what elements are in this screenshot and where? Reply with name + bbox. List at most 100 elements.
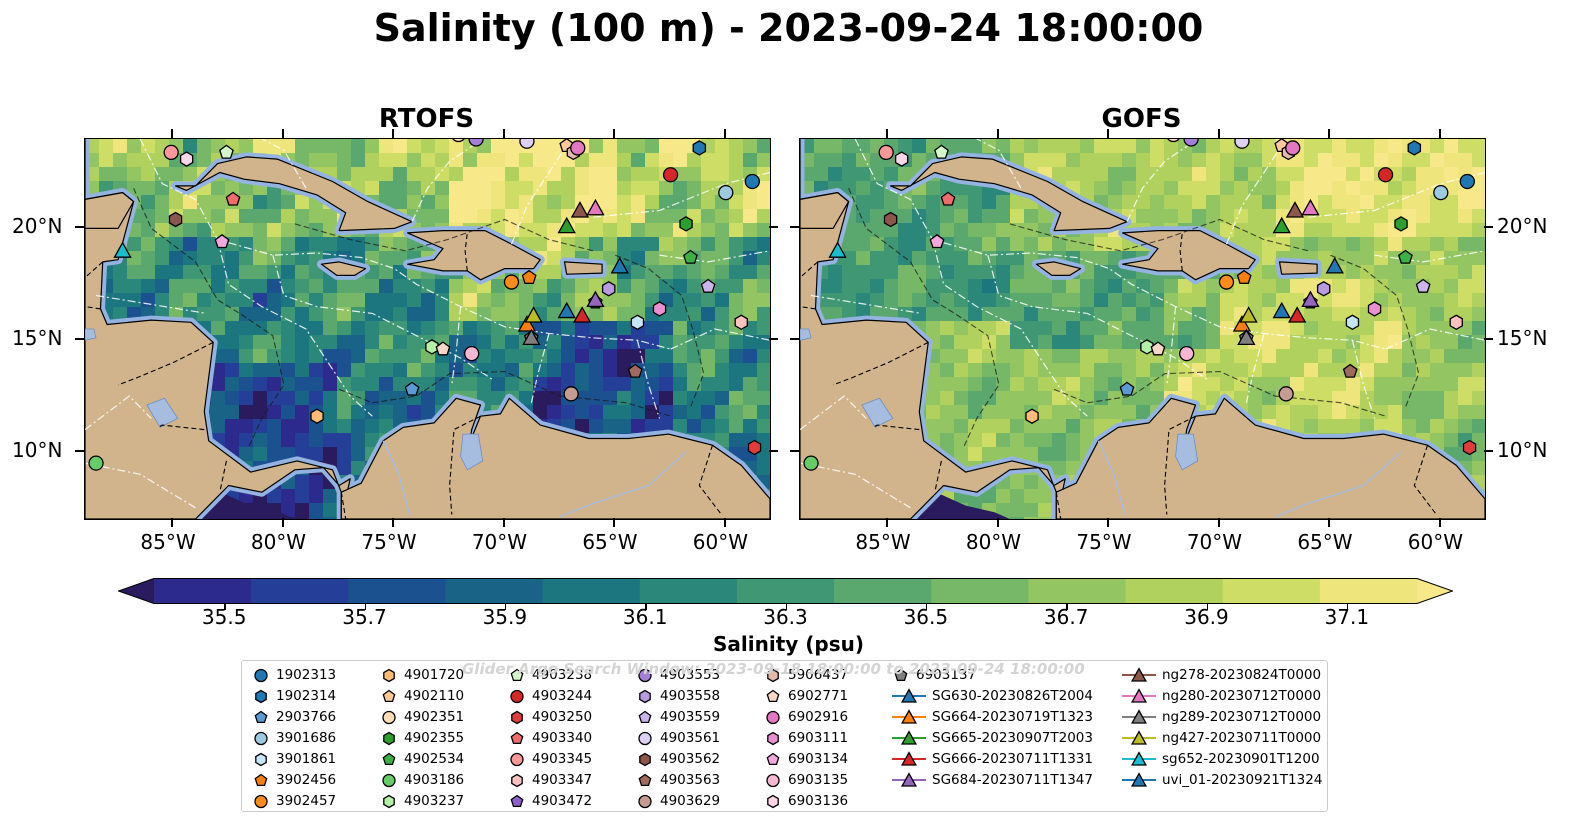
triangle-marker-icon: [892, 730, 926, 745]
marker-4903553: [1183, 139, 1199, 147]
legend-label: SG630-20230826T2004: [932, 688, 1093, 704]
lon-tick: [392, 518, 395, 527]
colorbar: [116, 578, 1455, 604]
legend-item: 1902314: [252, 686, 336, 706]
marker-6902771: [435, 341, 451, 356]
pentagon-marker-icon: [638, 710, 652, 724]
marker-4901720: [1025, 408, 1039, 424]
salinity-map-rtofs: [85, 139, 770, 519]
hexagon-marker-icon: [383, 794, 395, 809]
legend-label: 2903766: [276, 709, 337, 725]
lon-tick: [1328, 129, 1331, 138]
legend-label: 4903250: [532, 709, 593, 725]
legend-label: 4903562: [660, 751, 721, 767]
pentagon-marker-icon: [382, 689, 396, 703]
observation-markers: [803, 139, 1477, 471]
marker-4902355: [679, 216, 693, 232]
marker-3902457: [503, 274, 520, 290]
marker-uvi_01-20230921T1324: [1325, 257, 1344, 274]
hexagon-marker-icon: [383, 731, 395, 746]
legend-label: 4903472: [532, 793, 593, 809]
colorbar-bin: [251, 578, 349, 604]
marker-6903135: [1179, 345, 1195, 362]
colorbar-bin: [1028, 578, 1127, 604]
hexagon-marker-icon: [639, 689, 651, 704]
marker-1902314: [692, 140, 707, 156]
marker-3901861: [1345, 314, 1360, 331]
pentagon-marker-icon: [766, 689, 780, 703]
marker-3902456: [521, 269, 537, 284]
triangle-marker-icon: [1122, 667, 1156, 682]
legend-label: 4902351: [404, 709, 465, 725]
legend-label: SG664-20230719T1323: [932, 709, 1093, 725]
legend-item: 4903562: [636, 749, 720, 769]
legend-item: 4903563: [636, 770, 720, 790]
legend-item: sg652-20230901T1200: [1122, 749, 1320, 769]
circle-marker-icon: [638, 794, 652, 809]
search-window-watermark: Glider Argo Search Window: 2023-09-18 18…: [462, 660, 1085, 678]
legend-label: ng427-20230711T0000: [1162, 730, 1322, 746]
marker-4902534: [1398, 249, 1413, 264]
colorbar-tick: [645, 604, 647, 610]
hexagon-marker-icon: [767, 794, 779, 809]
legend-item: 4903472: [508, 791, 592, 811]
legend-item: SG666-20230711T1331: [892, 749, 1093, 769]
lon-tick: [281, 129, 284, 138]
marker-4903563: [1342, 363, 1358, 378]
legend-item: 5906437: [764, 665, 848, 685]
colorbar-bin: [736, 578, 835, 604]
lon-tick: [886, 129, 889, 138]
marker-4903250: [747, 439, 762, 456]
marker-SG665-20230907T2003: [1272, 216, 1291, 234]
colorbar-extend-min: [118, 578, 154, 604]
lat-tick: [790, 449, 799, 452]
lat-tick-label-left: 20°N: [12, 214, 63, 239]
legend-label: 4903561: [660, 730, 721, 746]
marker-SG664-20230719T1323: [1232, 315, 1252, 332]
marker-SG665-20230907T2003: [557, 216, 576, 234]
marker-4903561: [1234, 139, 1250, 149]
legend-label: 4903563: [660, 772, 721, 788]
land: [800, 139, 1485, 519]
legend-label: SG665-20230907T2003: [932, 730, 1093, 746]
marker-4903558: [1316, 281, 1331, 297]
marker-4903186: [803, 455, 819, 471]
lon-tick: [1217, 129, 1220, 138]
legend-item: 4903558: [636, 686, 720, 706]
marker-SG666-20230711T1331: [1288, 306, 1307, 323]
marker-6902771: [1150, 341, 1166, 356]
legend-label: ng289-20230712T0000: [1162, 709, 1322, 725]
lat-tick: [769, 226, 778, 229]
legend-label: 6903134: [788, 751, 849, 767]
legend-item: SG630-20230826T2004: [892, 686, 1093, 706]
legend-item: 4902351: [380, 707, 464, 727]
marker-4903629: [1278, 386, 1294, 402]
circle-marker-icon: [382, 710, 396, 725]
legend-item: 4903186: [380, 770, 464, 790]
marker-4903238: [934, 144, 949, 159]
legend-label: sg652-20230901T1200: [1162, 751, 1320, 767]
marker-2903766: [1119, 381, 1135, 396]
marker-4903558: [601, 281, 616, 297]
hexagon-marker-icon: [383, 668, 395, 683]
lat-tick: [769, 449, 778, 452]
lat-tick: [1484, 338, 1493, 341]
pentagon-marker-icon: [894, 668, 908, 682]
legend-label: 3902457: [276, 793, 337, 809]
legend-item: 4903244: [508, 686, 592, 706]
legend-label: 4903553: [660, 667, 721, 683]
marker-4902534: [683, 249, 698, 264]
colorbar-bin: [154, 578, 252, 604]
legend-item: 4903340: [508, 728, 592, 748]
legend-item: SG664-20230719T1323: [892, 707, 1093, 727]
hexagon-marker-icon: [255, 752, 267, 767]
pentagon-marker-icon: [382, 752, 396, 766]
legend-item: 3901686: [252, 728, 336, 748]
lon-tick: [281, 518, 284, 527]
hexagon-marker-icon: [767, 668, 779, 683]
lon-tick: [502, 518, 505, 527]
legend-label: 4903345: [532, 751, 593, 767]
colorbar-tick: [1066, 604, 1068, 610]
hexagon-marker-icon: [767, 731, 779, 746]
marker-3901686: [1433, 184, 1449, 201]
